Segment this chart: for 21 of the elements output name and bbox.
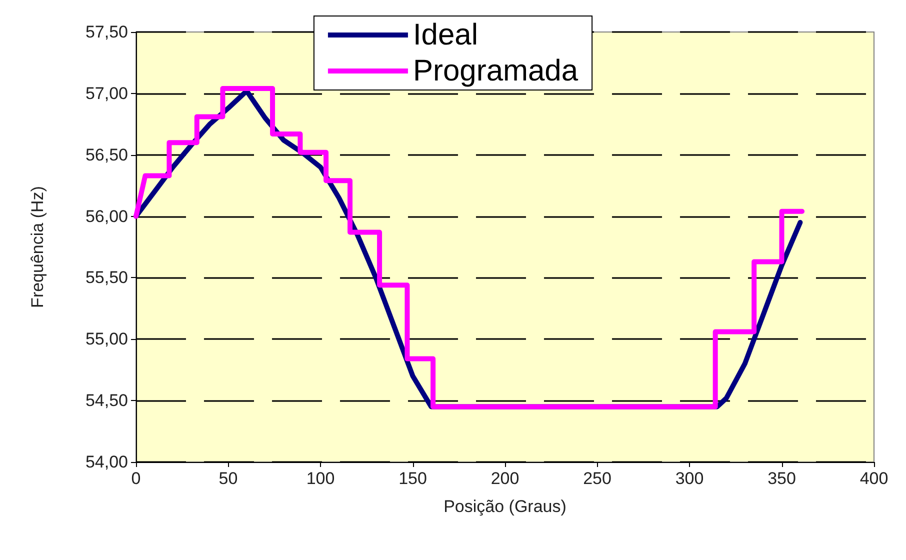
y-axis-title: Frequência (Hz) [28, 186, 47, 308]
y-tick-label: 57,00 [85, 84, 128, 103]
x-tick-label: 150 [398, 469, 427, 488]
x-tick-label: 100 [306, 469, 335, 488]
x-tick-label: 350 [768, 469, 796, 488]
x-tick-label: 400 [860, 469, 888, 488]
x-axis-title: Posição (Graus) [444, 497, 566, 516]
x-tick-label: 0 [131, 469, 141, 488]
x-tick-label: 300 [675, 469, 704, 488]
y-tick-label: 55,00 [85, 330, 128, 349]
x-tick-label: 200 [490, 469, 520, 488]
y-tick-label: 54,50 [85, 391, 128, 410]
legend-label: Programada [412, 54, 578, 88]
y-tick-label: 55,50 [85, 268, 128, 288]
x-tick-label: 250 [583, 469, 612, 488]
y-tick-label: 57,50 [85, 22, 128, 42]
y-tick-label: 56,50 [85, 145, 128, 164]
legend-label: Ideal [412, 18, 478, 52]
x-tick-label: 50 [218, 469, 238, 488]
y-tick-label: 54,00 [85, 452, 128, 472]
y-tick-label: 56,00 [85, 206, 128, 226]
